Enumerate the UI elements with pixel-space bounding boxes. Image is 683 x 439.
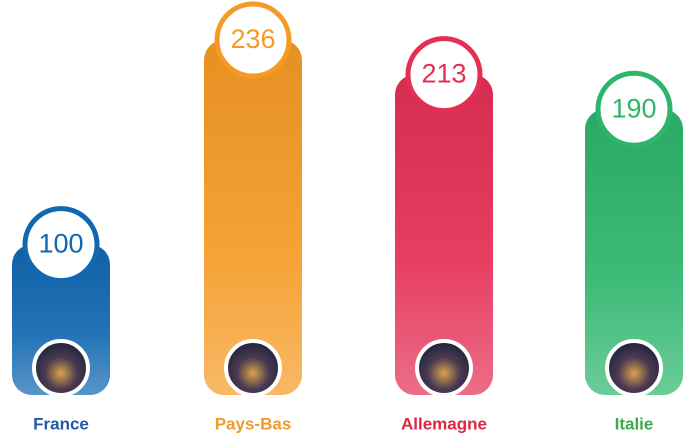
value-label: 213 bbox=[421, 59, 466, 89]
category-label: Pays-Bas bbox=[215, 414, 292, 433]
category-label: Italie bbox=[615, 414, 654, 433]
value-label: 100 bbox=[38, 229, 83, 259]
category-label: Allemagne bbox=[401, 414, 487, 433]
page: {"chart_data": {"type": "bar", "categori… bbox=[0, 0, 683, 439]
value-label: 236 bbox=[230, 24, 275, 54]
city-photo bbox=[417, 341, 471, 395]
city-photo bbox=[34, 341, 88, 395]
city-photo bbox=[226, 341, 280, 395]
city-photo bbox=[607, 341, 661, 395]
category-label: France bbox=[33, 414, 89, 433]
value-label: 190 bbox=[611, 93, 656, 123]
chart: 100 France 236 Pays-Bas 213 Allemagne 190 Itali… bbox=[0, 0, 683, 439]
